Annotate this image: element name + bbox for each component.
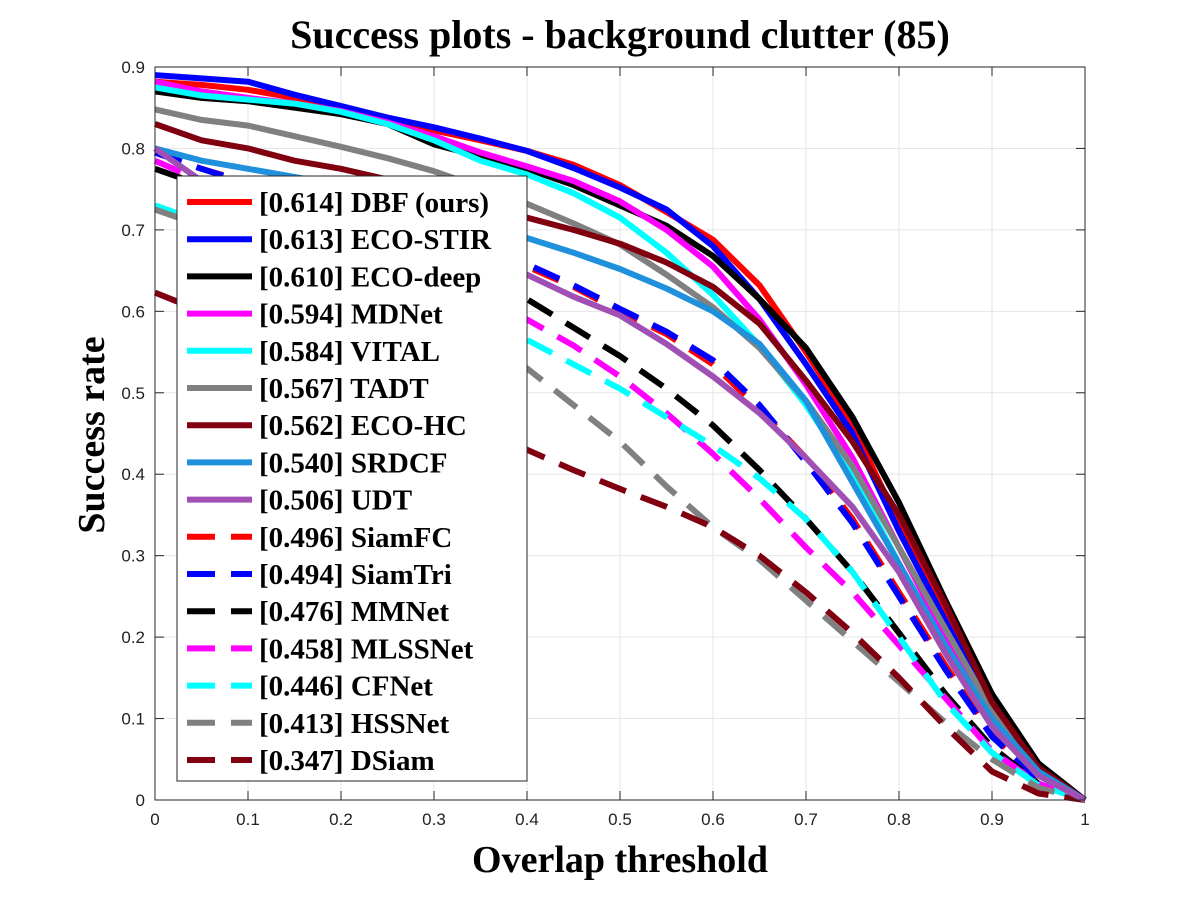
series-line-6 [154,121,1087,803]
y-tick-label: 0.4 [121,465,145,484]
x-tick-label: 0.2 [329,810,353,829]
legend-label-12: [0.458] MLSSNet [259,633,474,665]
chart-title: Success plots - background clutter (85) [290,12,950,57]
legend-label-15: [0.347] DSiam [259,745,435,777]
x-tick-label: 0.3 [422,810,446,829]
legend-label-5: [0.567] TADT [259,373,429,405]
y-tick-label: 0.8 [121,139,145,158]
series-line-11 [154,165,1086,803]
x-tick-label: 1 [1080,810,1089,829]
legend-label-13: [0.446] CFNet [259,671,433,703]
x-tick-label: 0.6 [701,810,725,829]
legend-label-4: [0.584] VITAL [259,336,440,368]
legend-label-14: [0.413] HSSNet [259,708,449,740]
legend-label-1: [0.613] ECO-STIR [259,224,492,256]
x-tick-label: 0 [150,810,159,829]
y-axis-label: Success rate [71,336,113,533]
y-tick-label: 0.2 [121,628,145,647]
series-line-2 [154,88,1087,803]
y-tick-label: 0.6 [121,302,145,321]
legend-label-3: [0.594] MDNet [259,299,443,331]
x-tick-label: 0.4 [515,810,539,829]
y-tick-label: 0.3 [121,547,145,566]
series-line-15 [153,289,1086,803]
legend-label-6: [0.562] ECO-HC [259,410,467,442]
series-line-1 [154,72,1087,803]
legend-label-8: [0.506] UDT [259,485,412,517]
legend-label-9: [0.496] SiamFC [259,522,452,554]
y-tick-label: 0.5 [121,384,145,403]
legend-label-2: [0.610] ECO-deep [259,261,481,293]
y-tick-label: 0.1 [121,710,145,729]
x-tick-label: 0.7 [794,810,818,829]
legend: [0.614] DBF (ours) [0.613] ECO-STIR [0.610… [176,175,528,782]
y-tick-label: 0.7 [121,221,145,240]
series-line-13 [154,202,1086,803]
plot-area-border [154,66,1086,801]
y-tick-label: 0.9 [121,58,145,77]
series-line-10 [154,149,1087,803]
x-axis-label: Overlap threshold [472,839,768,881]
legend-label-11: [0.476] MMNet [259,596,449,628]
legend-label-0: [0.614] DBF (ours) [259,187,489,219]
x-tick-label: 0.9 [980,810,1004,829]
legend-label-10: [0.494] SiamTri [259,559,452,591]
x-tick-label: 0.5 [608,810,632,829]
x-tick-label: 0.8 [887,810,911,829]
x-tick-label: 0.1 [236,810,260,829]
y-tick-label: 0 [136,791,145,810]
legend-label-7: [0.540] SRDCF [259,447,448,479]
